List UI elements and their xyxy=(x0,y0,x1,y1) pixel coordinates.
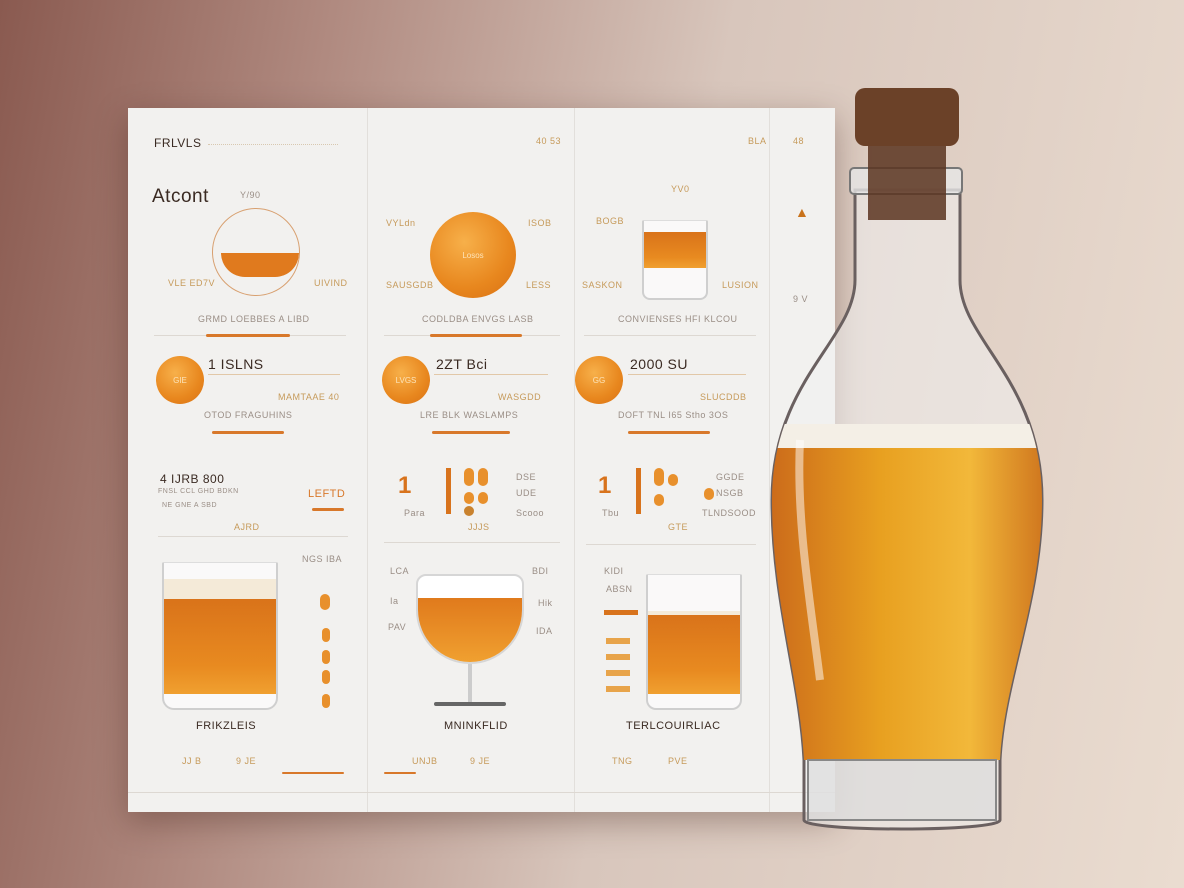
number-row-1: GGDE xyxy=(716,472,745,482)
disc-label: LVGS xyxy=(395,375,417,385)
stat-sub-1: MAMTAAE 40 xyxy=(278,392,340,402)
bar-marker xyxy=(636,468,641,514)
glass-label-bottom-right: LUSION xyxy=(722,280,759,290)
glass-label-bottom-left: SASKON xyxy=(582,280,623,290)
glass-label: IDA xyxy=(536,626,553,636)
diagram-label-left: VLE ED7V xyxy=(168,278,216,288)
stat-disc-1: GIE xyxy=(156,356,204,404)
glass-title: NGS IBA xyxy=(302,554,343,564)
number-line-1: FNSL CCL GHD BDKN xyxy=(158,488,239,495)
header-label: FRLVLS xyxy=(154,136,202,150)
glass-name-3: TERLCOUIRLIAC xyxy=(626,720,721,732)
glass-name-2: MNINKFLID xyxy=(444,720,508,732)
page-title: Atcont xyxy=(152,186,209,207)
disc-label: GG xyxy=(592,375,606,385)
alcohol-diagram xyxy=(212,208,300,296)
stat-value-2: 2ZT Bci xyxy=(436,356,488,372)
glass-label: LCA xyxy=(390,566,410,576)
stat-disc-2: LVGS xyxy=(382,356,430,404)
footer-value-2: 9 JE xyxy=(236,756,257,766)
number-row-2: UDE xyxy=(516,488,537,498)
tiny-label: Y/90 xyxy=(240,190,261,200)
number-badge: LEFTD xyxy=(308,488,346,500)
infographic-card: FRLVLS 40 53 BLA 48 ▲ 9 V Atcont Y/90 VL… xyxy=(128,108,835,812)
number-row-3: TLNDSOOD xyxy=(702,508,757,518)
column-1 xyxy=(128,108,368,812)
stat-caption-1: OTOD FRAGUHINS xyxy=(204,410,293,420)
stat-caption-3: DOFT TNL I65 Stho 3OS xyxy=(618,410,729,420)
col4-label: 9 V xyxy=(793,294,809,304)
footer-value-2: 9 JE xyxy=(470,756,491,766)
number-caption-3: GTE xyxy=(668,522,689,532)
footer-value-1: UNJB xyxy=(412,756,438,766)
bar-marker xyxy=(446,468,451,514)
caption: GRMD LOEBBES A LIBD xyxy=(198,314,310,324)
column-3 xyxy=(575,108,770,812)
header-value-2: 40 53 xyxy=(536,136,562,146)
header-value-3: BLA xyxy=(748,136,767,146)
footer-value-1: TNG xyxy=(612,756,633,766)
glass-label: ABSN xyxy=(606,584,633,594)
tumbler-glass-image xyxy=(646,574,742,710)
orange-disc: Losos xyxy=(430,212,516,298)
number-caption: AJRD xyxy=(234,522,260,532)
snifter-glass-image xyxy=(416,574,524,664)
glass-label: Hik xyxy=(538,598,553,608)
number-row-3: Scooo xyxy=(516,508,545,518)
stat-sub-3: SLUCDDB xyxy=(700,392,747,402)
number-row-2: NSGB xyxy=(716,488,744,498)
header-value-4: 48 xyxy=(793,136,805,146)
legend-bar xyxy=(604,610,638,615)
stat-disc-3: GG xyxy=(575,356,623,404)
number-line-2: NE GNE A SBD xyxy=(162,502,218,509)
disc-label: Losos xyxy=(462,250,484,260)
number-small-3: Tbu xyxy=(602,508,620,518)
diagram-label-right: UIVIND xyxy=(314,278,348,288)
glass-label: BDI xyxy=(532,566,549,576)
glass-label-left: BOGB xyxy=(596,216,625,226)
pint-glass-image xyxy=(162,562,278,710)
number-small-2: Para xyxy=(404,508,426,518)
column-2 xyxy=(368,108,575,812)
glass-label: KIDI xyxy=(604,566,624,576)
disc-label: GIE xyxy=(173,375,187,385)
disc-label-bottom-left: SAUSGDB xyxy=(386,280,434,290)
number-row-1: DSE xyxy=(516,472,537,482)
number-title: 4 IJRB 800 xyxy=(160,472,225,486)
disc-label-bottom-right: LESS xyxy=(526,280,552,290)
big-number-3: 1 xyxy=(598,472,612,499)
caption: CODLDBA ENVGS LASB xyxy=(422,314,534,324)
stat-sub-2: WASGDD xyxy=(498,392,542,402)
stat-value-3: 2000 SU xyxy=(630,356,688,372)
stat-caption-2: LRE BLK WASLAMPS xyxy=(420,410,519,420)
glass-name-1: FRIKZLEIS xyxy=(196,720,257,732)
big-number-2: 1 xyxy=(398,472,412,499)
arrow-up-icon: ▲ xyxy=(795,204,810,220)
footer-value-2: PVE xyxy=(668,756,688,766)
caption: CONVIENSES HFI KLCOU xyxy=(618,314,738,324)
glass-label: Ia xyxy=(390,596,399,606)
shot-glass-image xyxy=(642,220,708,300)
disc-label-left: VYLdn xyxy=(386,218,416,228)
disc-label-right: ISOB xyxy=(528,218,552,228)
beer-bottle-image xyxy=(770,88,1044,831)
header-divider xyxy=(208,144,338,145)
number-caption-2: JJJS xyxy=(468,522,490,532)
glass-top-label: YV0 xyxy=(671,184,690,194)
footer-value-1: JJ B xyxy=(182,756,202,766)
glass-label: PAV xyxy=(388,622,407,632)
stat-value-1: 1 ISLNS xyxy=(208,356,264,372)
